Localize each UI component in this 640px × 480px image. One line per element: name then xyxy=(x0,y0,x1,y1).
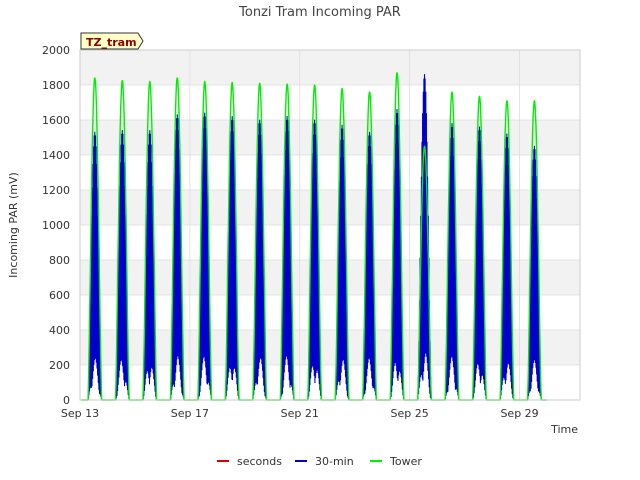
series-layer xyxy=(81,72,547,401)
plot-frame xyxy=(79,49,581,401)
legend-label: Tower xyxy=(389,455,422,468)
x-tick-label: Sep 17 xyxy=(171,407,209,420)
y-tick-label: 800 xyxy=(49,254,70,267)
x-tick-label: Sep 21 xyxy=(281,407,319,420)
legend-item: Tower xyxy=(370,455,422,468)
y-axis-label: Incoming PAR (mV) xyxy=(7,172,20,278)
x-tick-label: Sep 29 xyxy=(500,407,538,420)
legend-label: 30-min xyxy=(315,455,354,468)
plot-band xyxy=(80,120,580,155)
y-tick-label: 400 xyxy=(49,324,70,337)
plot-band xyxy=(80,155,580,190)
y-tick-label: 1000 xyxy=(42,219,70,232)
legend-label: seconds xyxy=(237,455,282,468)
y-tick-label: 0 xyxy=(63,394,70,407)
series-line-tower xyxy=(81,72,547,401)
x-axis-label: Time xyxy=(550,423,578,436)
y-tick-label: 1200 xyxy=(42,184,70,197)
y-tick-label: 1400 xyxy=(42,149,70,162)
site-tag-box xyxy=(80,32,144,50)
y-axis-ticks: 0 200 400 600 800 1000 1200 1400 1600 1800 2000 xyxy=(42,44,70,407)
series-line-30min xyxy=(81,73,547,401)
y-tick-label: 1800 xyxy=(42,79,70,92)
plot-background xyxy=(80,50,580,400)
legend: seconds 30-min Tower xyxy=(217,455,422,468)
site-tag: TZ_tram xyxy=(80,32,144,50)
x-axis-ticks: Sep 13 Sep 17 Sep 21 Sep 25 Sep 29 xyxy=(61,407,539,420)
plot-band xyxy=(80,190,580,225)
plot-band xyxy=(80,225,580,260)
y-tick-label: 1600 xyxy=(42,114,70,127)
y-tick-label: 200 xyxy=(49,359,70,372)
x-tick-label: Sep 13 xyxy=(61,407,99,420)
plot-band xyxy=(80,85,580,120)
plot-band xyxy=(80,330,580,365)
legend-item: 30-min xyxy=(295,455,354,468)
chart-title: Tonzi Tram Incoming PAR xyxy=(238,5,401,20)
legend-item: seconds xyxy=(217,455,282,468)
y-tick-label: 2000 xyxy=(42,44,70,57)
y-tick-label: 600 xyxy=(49,289,70,302)
plot-band xyxy=(80,260,580,295)
x-tick-label: Sep 25 xyxy=(391,407,429,420)
plot-band xyxy=(80,50,580,85)
plot-band xyxy=(80,295,580,330)
plot-band xyxy=(80,365,580,400)
site-tag-label: TZ_tram xyxy=(86,36,137,49)
